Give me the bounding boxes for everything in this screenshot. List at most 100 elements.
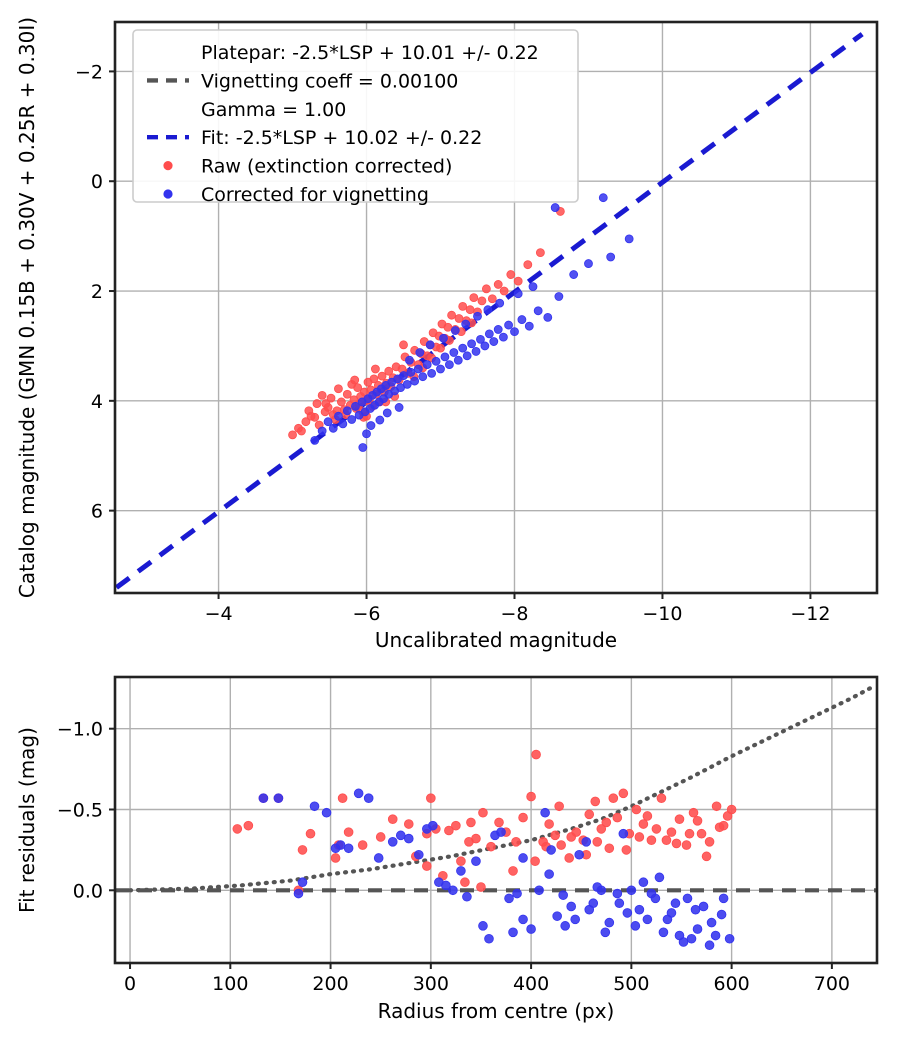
data-point [524,321,534,331]
data-point [530,856,540,866]
data-point [375,415,385,425]
data-point [584,809,595,820]
data-point [504,320,513,330]
data-point [574,849,585,860]
data-point [533,306,543,316]
data-point [646,835,657,845]
data-point [476,334,485,344]
data-point [508,866,518,876]
data-point [678,937,689,947]
data-point [422,360,432,370]
data-point [444,360,454,370]
data-point [337,793,348,803]
data-point [330,853,341,863]
legend-label: Platepar: -2.5*LSP + 10.01 +/- 0.22 [201,42,539,64]
data-point [528,282,538,292]
data-point [684,828,695,839]
data-point [724,933,735,944]
y-axis-title: Fit residuals (mag) [15,727,39,913]
data-point [478,921,488,931]
legend-marker-dot-blue [163,189,173,199]
data-point [722,811,733,821]
legend-entry[interactable]: Corrected for vignetting [163,184,429,206]
data-point [413,849,424,860]
data-point [486,841,496,852]
data-point [350,375,360,385]
x-tick-label: 200 [312,973,348,995]
legend-entry[interactable]: Raw (extinction corrected) [163,156,453,178]
data-point [258,793,269,803]
scatter-series-corrected [310,193,634,452]
legend-label: Gamma = 1.00 [201,99,346,121]
legend-entry[interactable]: Gamma = 1.00 [201,99,346,121]
data-point [498,332,508,342]
data-point [513,289,523,299]
data-point [483,305,493,315]
data-point [534,885,544,896]
data-point [526,791,536,802]
data-point [471,347,481,356]
data-point [288,430,297,440]
data-point [624,234,634,244]
data-point [232,824,243,834]
data-point [471,856,481,866]
legend-box [132,29,579,203]
data-point [638,877,649,888]
data-point [618,828,629,839]
data-point [293,888,304,899]
x-tick-label: 600 [713,973,749,995]
data-point [598,193,608,203]
data-point [661,835,672,845]
data-point [634,904,645,915]
data-point [403,833,414,844]
data-point [476,882,486,892]
data-point [489,337,499,346]
legend-label: Raw (extinction corrected) [201,156,452,178]
data-point [335,840,346,850]
data-point [338,419,348,429]
data-point [688,807,699,818]
data-point [540,807,550,818]
data-point [493,280,503,289]
data-point [710,930,721,941]
data-point [427,368,437,378]
data-point [552,911,562,921]
data-point [670,898,681,909]
legend-entry[interactable]: Platepar: -2.5*LSP + 10.01 +/- 0.22 [201,42,539,64]
data-point [449,348,459,357]
data-point [310,435,320,445]
data-point [317,390,327,400]
legend-label: Vignetting coeff = 0.00100 [201,70,458,92]
data-point [431,356,441,366]
data-point [473,311,482,321]
data-point [321,807,332,818]
data-point [394,403,404,412]
data-point [662,914,673,925]
data-point [493,325,503,334]
data-point [682,893,693,904]
data-point [426,793,436,803]
legend-entry[interactable]: Vignetting coeff = 0.00100 [147,70,458,92]
data-point [654,872,665,883]
data-point [604,917,615,928]
data-point [513,276,523,286]
x-axis: 0 100 200 300 400 500 600 700 Radius from centre… [124,963,850,1023]
data-point [596,824,607,834]
data-point [387,814,398,824]
data-point [642,914,653,925]
legend-entry[interactable]: Fit: -2.5*LSP + 10.02 +/- 0.22 [147,127,482,149]
x-tick-label: −6 [353,603,381,625]
data-point [517,315,527,324]
data-point [494,817,504,828]
data-point [584,904,595,915]
data-point [584,259,593,268]
data-point [543,312,553,322]
bottom-panel-residuals-plot: 0 100 200 300 400 500 600 700 Radius from centre… [15,675,879,1023]
data-point [544,869,554,879]
data-point [342,389,352,399]
data-point [566,901,576,912]
data-point [646,888,657,899]
data-point [321,399,331,408]
data-point [387,837,398,847]
